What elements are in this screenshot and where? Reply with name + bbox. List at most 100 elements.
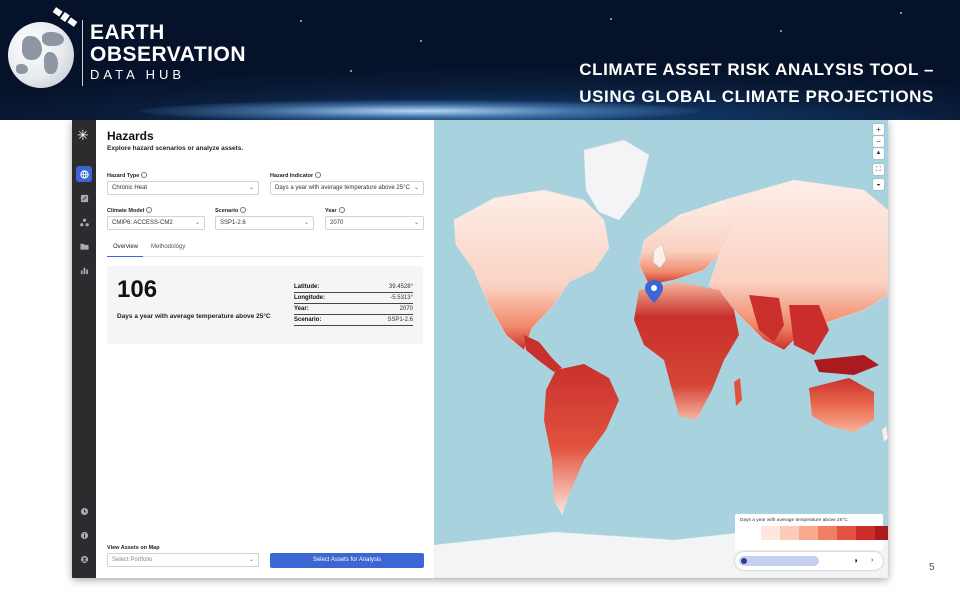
globe-icon	[79, 169, 89, 179]
map-legend: Days a year with average temperature abo…	[735, 514, 888, 550]
info-button[interactable]	[76, 527, 92, 543]
legend-swatch	[799, 526, 818, 540]
hazard-type-value: Chronic Heat	[112, 185, 148, 191]
info-icon[interactable]	[141, 172, 148, 178]
select-assets-button[interactable]: Select Assets for Analysis	[270, 553, 424, 568]
page-number: 5	[929, 562, 935, 573]
slider-handle[interactable]	[741, 558, 747, 564]
star	[420, 40, 422, 42]
hazard-indicator-select[interactable]: Days a year with average temperature abo…	[270, 181, 424, 195]
contrast-icon[interactable]: ◑	[853, 556, 858, 565]
scenario-row: Scenario: SSP1-2.6	[294, 315, 413, 326]
zoom-in-button[interactable]: +	[873, 124, 884, 135]
legend-swatch	[856, 526, 875, 540]
tab-methodology[interactable]: Methodology	[151, 244, 186, 250]
chevron-down-icon: ⌄	[248, 557, 254, 563]
info-icon[interactable]	[146, 207, 153, 213]
portfolio-select[interactable]: Select Portfolio ⌄	[107, 553, 259, 567]
chevron-down-icon: ⌄	[194, 220, 200, 226]
app-logo-icon[interactable]: ✳	[77, 127, 89, 143]
logo-wordmark: EARTH OBSERVATION DATA HUB	[90, 22, 246, 84]
hazard-type-label-text: Hazard Type	[107, 173, 140, 179]
logo-divider	[82, 20, 83, 86]
star	[900, 12, 902, 14]
layers-button[interactable]: ◒	[873, 179, 884, 190]
hazard-type-label: Hazard Type	[107, 172, 148, 179]
row-value: -5.5313°	[390, 295, 413, 301]
slide-title: CLIMATE ASSET RISK ANALYSIS TOOL – USING…	[579, 56, 934, 110]
year-row: Year: 2070	[294, 304, 413, 315]
zoom-out-button[interactable]: −	[873, 136, 884, 147]
globe-nav-button[interactable]	[76, 166, 92, 182]
latitude-row: Latitude: 39.4528°	[294, 282, 413, 293]
legend-swatch	[761, 526, 780, 540]
legend-swatch	[780, 526, 799, 540]
hazard-indicator-value: Days a year with average temperature abo…	[275, 185, 410, 191]
result-description: Days a year with average temperature abo…	[117, 313, 271, 320]
star	[610, 18, 612, 20]
climate-model-label: Climate Model	[107, 207, 153, 214]
fullscreen-button[interactable]: ⛶	[873, 164, 884, 175]
scenario-select[interactable]: SSP1-2.6 ⌄	[215, 216, 314, 230]
climate-model-label-text: Climate Model	[107, 208, 145, 214]
info-icon	[80, 531, 88, 539]
star	[780, 30, 782, 32]
chevron-down-icon: ⌄	[413, 220, 419, 226]
bar-chart-nav-button[interactable]	[76, 262, 92, 278]
info-icon[interactable]	[240, 207, 247, 213]
horizon-glow	[140, 100, 700, 120]
chevron-down-icon: ⌄	[303, 220, 309, 226]
hazard-map[interactable]: + − ▲ ⛶ ◒ Days a year with average tempe…	[434, 120, 888, 578]
info-icon[interactable]	[315, 172, 322, 178]
result-card: 106 Days a year with average temperature…	[107, 266, 423, 344]
page-subtitle: Explore hazard scenarios or analyze asse…	[107, 145, 244, 152]
history-button[interactable]	[76, 503, 92, 519]
scenario-label: Scenario	[215, 207, 247, 214]
user-icon	[80, 555, 88, 563]
legend-title: Days a year with average temperature abo…	[740, 518, 848, 523]
year-label: Year	[325, 207, 345, 214]
row-key: Scenario:	[294, 317, 322, 323]
row-key: Year:	[294, 306, 309, 312]
year-value: 2070	[330, 220, 344, 226]
clock-icon	[80, 507, 88, 515]
active-tab-indicator	[107, 255, 143, 257]
scenario-value: SSP1-2.6	[220, 220, 246, 226]
climate-model-select[interactable]: CMIP6: ACCESS-CM2 ⌄	[107, 216, 205, 230]
slide-title-line-1: CLIMATE ASSET RISK ANALYSIS TOOL –	[579, 60, 934, 79]
slider-track[interactable]	[739, 556, 819, 566]
slide-title-line-2: USING GLOBAL CLIMATE PROJECTIONS	[579, 87, 934, 106]
logo-line-3: DATA HUB	[90, 67, 186, 82]
hazards-panel: Hazards Explore hazard scenarios or anal…	[96, 120, 434, 578]
network-nav-button[interactable]	[76, 214, 92, 230]
tab-overview[interactable]: Overview	[113, 244, 139, 250]
location-pin-icon[interactable]	[645, 280, 663, 303]
world-map[interactable]	[434, 120, 888, 578]
account-button[interactable]	[76, 551, 92, 567]
folder-nav-button[interactable]	[76, 238, 92, 254]
hazard-type-select[interactable]: Chronic Heat ⌄	[107, 181, 259, 195]
chevron-down-icon: ⌄	[248, 185, 254, 191]
result-value: 106	[117, 276, 158, 303]
chevron-down-icon: ⌄	[413, 185, 419, 191]
satellite-icon	[52, 7, 78, 27]
view-assets-label: View Assets on Map	[107, 545, 160, 551]
row-key: Latitude:	[294, 284, 320, 290]
slide-banner: EARTH OBSERVATION DATA HUB CLIMATE ASSET…	[0, 0, 960, 120]
legend-swatch	[875, 526, 888, 540]
legend-swatch	[818, 526, 837, 540]
nav-rail: ✳	[72, 120, 96, 578]
app-window: ✳ Hazards Explore hazard scenarios or an…	[72, 120, 888, 578]
time-slider[interactable]: ◑ ›	[735, 552, 883, 570]
compass-button[interactable]: ▲	[873, 148, 884, 159]
info-icon[interactable]	[338, 207, 345, 213]
year-select[interactable]: 2070 ⌄	[325, 216, 424, 230]
chevron-right-icon[interactable]: ›	[871, 557, 874, 564]
legend-color-ramp	[761, 526, 888, 540]
bar-chart-icon	[80, 267, 88, 274]
star	[300, 20, 302, 22]
climate-model-value: CMIP6: ACCESS-CM2	[112, 220, 173, 226]
hazard-indicator-label-text: Hazard Indicator	[270, 173, 314, 179]
scenario-label-text: Scenario	[215, 208, 239, 214]
edit-nav-button[interactable]	[76, 190, 92, 206]
